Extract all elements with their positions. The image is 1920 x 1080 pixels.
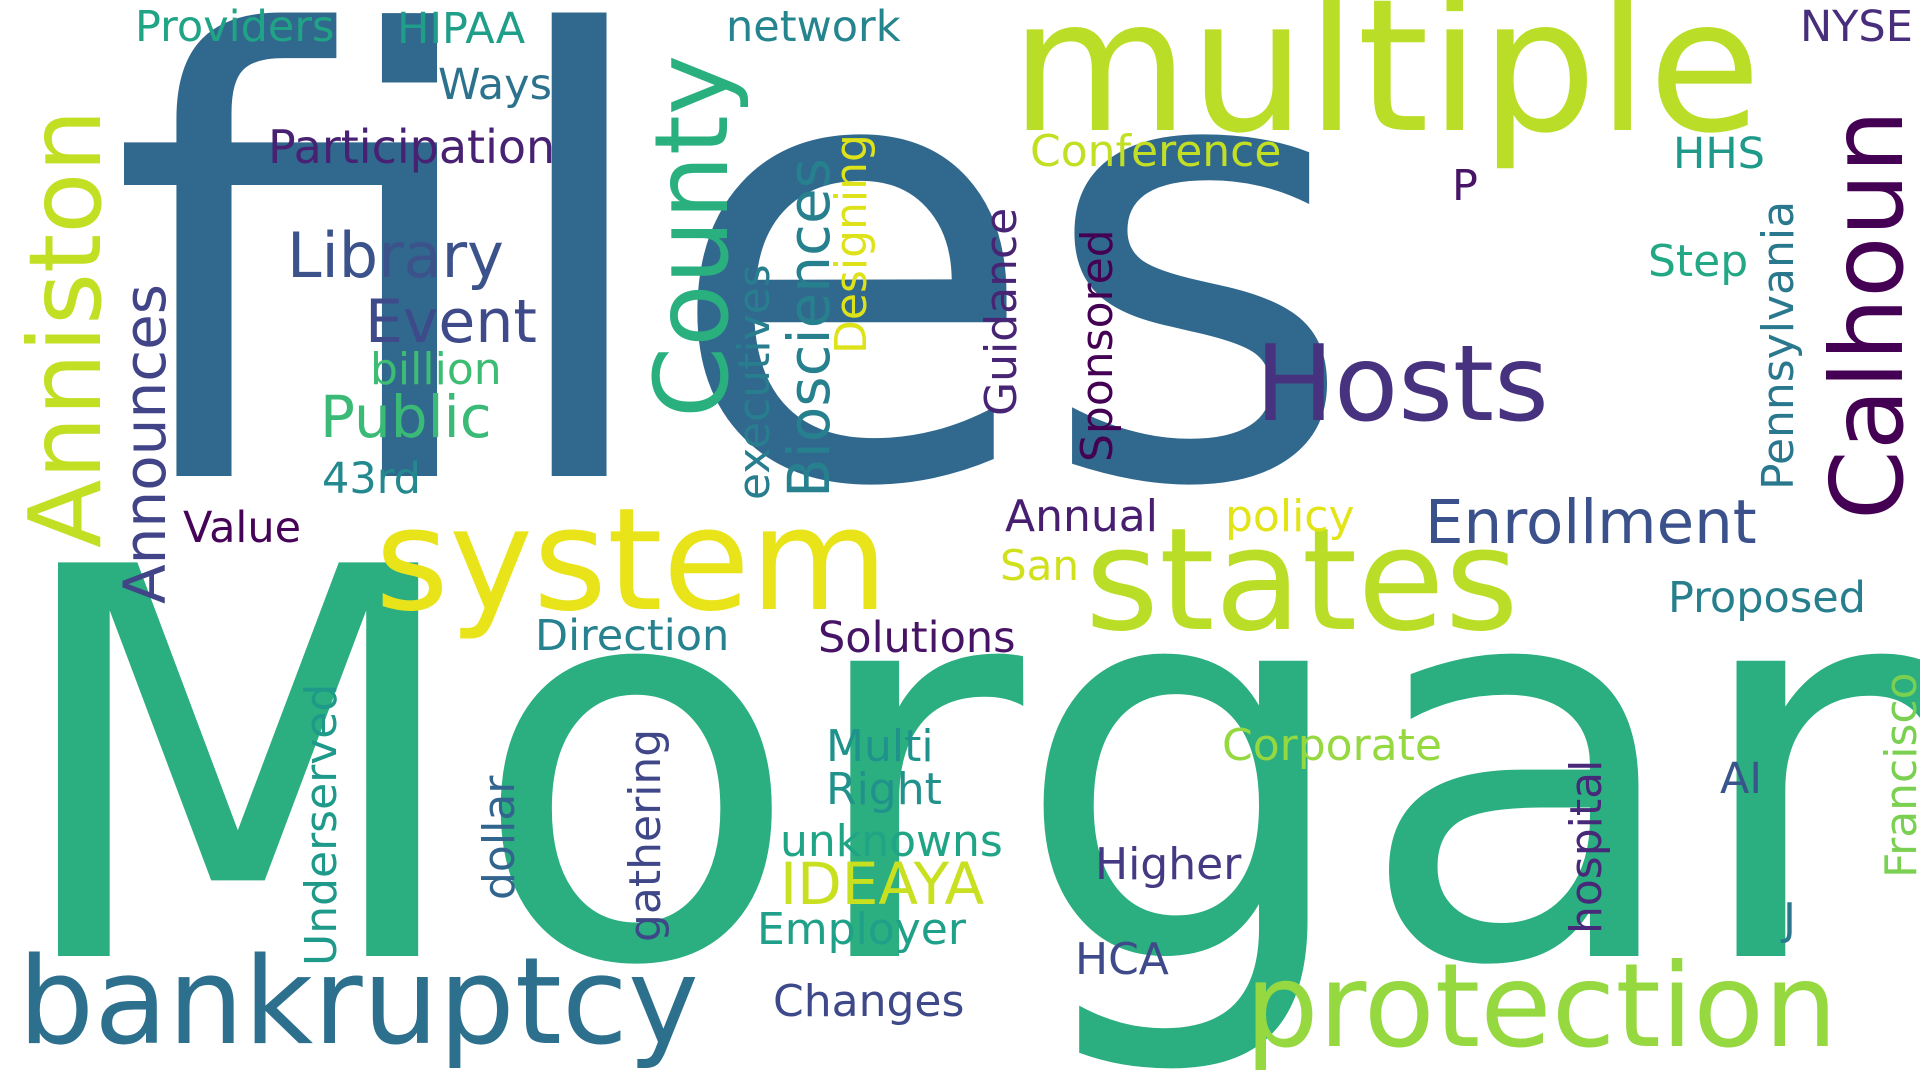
word-anniston: Anniston	[16, 109, 116, 548]
word-right: Right	[826, 768, 942, 812]
word-francisco: Francisco	[1880, 673, 1920, 879]
word-conference: Conference	[1030, 130, 1281, 174]
word-direction: Direction	[535, 615, 729, 658]
word-san: San	[1000, 545, 1079, 587]
word-value: Value	[183, 507, 301, 550]
word-calhoun: Calhoun	[1818, 110, 1918, 520]
word-gathering: gathering	[624, 729, 668, 942]
word-corporate: Corporate	[1222, 724, 1442, 768]
word-hca: HCA	[1075, 938, 1169, 982]
word-43rd: 43rd	[322, 458, 421, 501]
word-guidance: Guidance	[980, 208, 1024, 416]
word-hipaa: HIPAA	[397, 8, 525, 51]
word-p: P	[1452, 165, 1478, 208]
word-event: Event	[365, 292, 537, 352]
word-employer: Employer	[757, 908, 966, 952]
word-bankruptcy: bankruptcy	[18, 943, 699, 1063]
word-billion: billion	[370, 348, 502, 392]
word-proposed: Proposed	[1668, 577, 1866, 620]
word-ways: Ways	[438, 64, 552, 107]
word-sponsored: Sponsored	[1076, 229, 1120, 462]
word-participation: Participation	[268, 124, 555, 170]
word-announces: Announces	[116, 284, 174, 604]
word-underserved: Underserved	[300, 684, 344, 966]
word-nyse: NYSE	[1800, 6, 1913, 49]
word-network: network	[726, 6, 901, 49]
word-higher: Higher	[1095, 843, 1241, 887]
word-public: Public	[320, 388, 492, 446]
word-changes: Changes	[773, 980, 964, 1024]
word-providers: Providers	[135, 6, 334, 49]
word-j: J	[1783, 898, 1796, 942]
word-designing: Designing	[830, 134, 874, 354]
word-solutions: Solutions	[818, 617, 1016, 660]
word-hosts: Hosts	[1255, 332, 1549, 437]
word-protection: protection	[1245, 949, 1838, 1065]
word-step: Step	[1648, 240, 1748, 284]
word-hhs: HHS	[1673, 133, 1765, 176]
word-hospital: hospital	[1565, 760, 1609, 934]
word-library: Library	[287, 225, 504, 287]
word-executives: executives	[733, 264, 777, 500]
word-ai: AI	[1720, 758, 1762, 801]
word-policy: policy	[1225, 495, 1355, 539]
word-enrollment: Enrollment	[1425, 492, 1757, 553]
word-multi: Multi	[826, 725, 934, 769]
word-dollar: dollar	[478, 776, 522, 900]
word-annual: Annual	[1005, 495, 1158, 539]
word-pennsylvania: Pennsylvania	[1757, 201, 1801, 490]
word-unknowns: unknowns	[780, 820, 1003, 864]
